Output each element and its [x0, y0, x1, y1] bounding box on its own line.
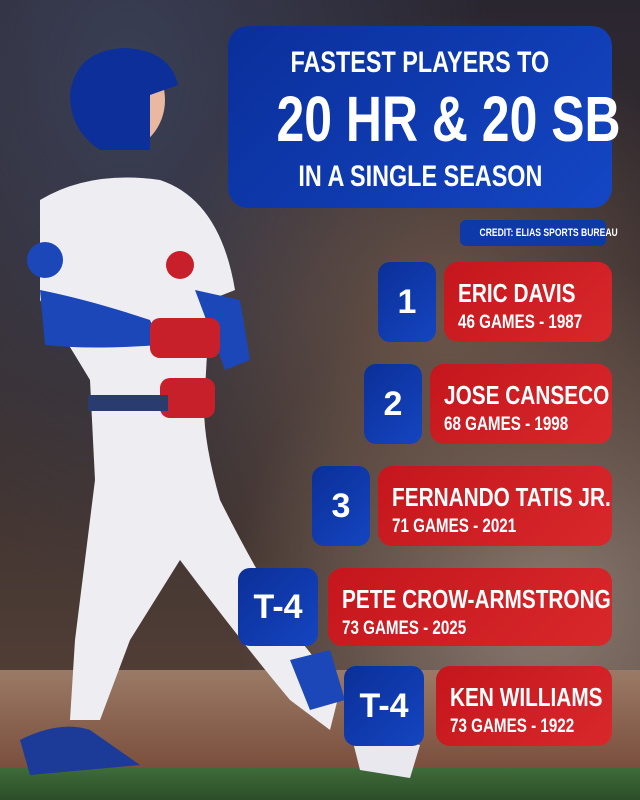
player-name: JOSE CANSECO	[444, 380, 610, 410]
title-line-3: IN A SINGLE SEASON	[297, 160, 542, 193]
player-detail: 71 GAMES - 2021	[392, 516, 517, 537]
credit-text: CREDIT: ELIAS SPORTS BUREAU	[479, 227, 618, 239]
player-detail: 46 GAMES - 1987	[458, 312, 583, 333]
title-banner: FASTEST PLAYERS TO 20 HR & 20 SB IN A SI…	[228, 26, 621, 208]
player-name: KEN WILLIAMS	[450, 682, 603, 712]
player-detail: 68 GAMES - 1998	[444, 414, 569, 435]
credit-badge: CREDIT: ELIAS SPORTS BUREAU	[460, 220, 618, 246]
rank-badge: T-4	[344, 666, 424, 746]
rank-badge: T-4	[238, 568, 318, 646]
rank-badge: 3	[312, 466, 370, 546]
title-line-2: 20 HR & 20 SB	[276, 83, 621, 155]
player-name: PETE CROW-ARMSTRONG	[342, 584, 611, 614]
rank-badge: 1	[378, 262, 436, 342]
ranking-card: ERIC DAVIS 46 GAMES - 1987	[444, 262, 612, 342]
ranking-card: JOSE CANSECO 68 GAMES - 1998	[430, 364, 612, 444]
player-detail: 73 GAMES - 1922	[450, 716, 575, 737]
grass	[0, 768, 640, 800]
player-name: ERIC DAVIS	[458, 278, 576, 308]
player-name: FERNANDO TATIS JR.	[392, 482, 611, 512]
ranking-card: PETE CROW-ARMSTRONG 73 GAMES - 2025	[328, 568, 612, 646]
title-line-1: FASTEST PLAYERS TO	[290, 46, 550, 79]
player-detail: 73 GAMES - 2025	[342, 618, 467, 639]
ranking-card: KEN WILLIAMS 73 GAMES - 1922	[436, 666, 612, 746]
rank-badge: 2	[364, 364, 422, 444]
ranking-card: FERNANDO TATIS JR. 71 GAMES - 2021	[378, 466, 612, 546]
